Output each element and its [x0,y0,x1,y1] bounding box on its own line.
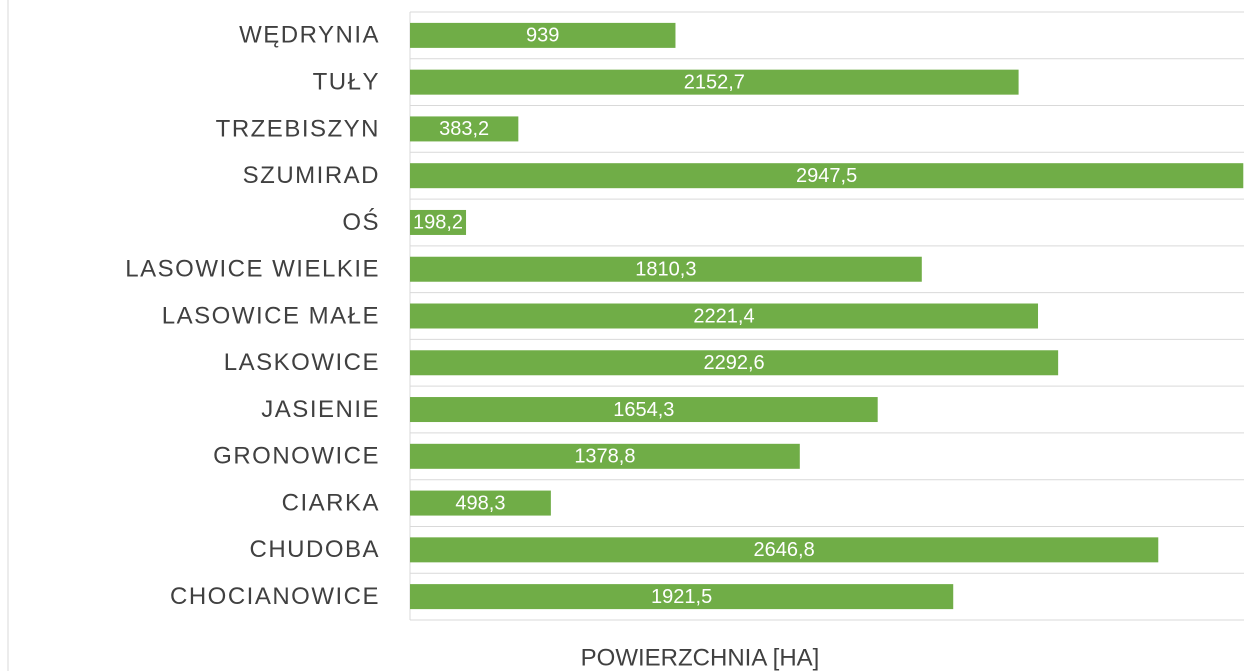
data-label: 2646,8 [754,539,815,561]
data-label: 2292,6 [703,352,764,374]
y-tick-label: TUŁY [313,68,380,95]
y-tick-label: CHUDOBA [249,536,380,563]
bar [410,443,800,469]
data-label: 2947,5 [796,165,857,187]
bar [410,116,519,142]
bar [410,303,1039,329]
data-label: 498,3 [455,492,505,514]
y-tick-label: OŚ [342,208,380,236]
data-label: 1654,3 [613,399,674,421]
y-tick-label: SZUMIRAD [243,162,380,189]
bar [410,584,954,610]
y-tick-label: LASOWICE MAŁE [162,302,380,329]
y-tick-label: GRONOWICE [213,443,380,470]
data-label: 1921,5 [651,586,712,608]
y-tick-label: JASIENIE [261,396,380,423]
data-label: 198,2 [413,212,463,234]
bar [410,350,1059,376]
bar [410,537,1159,563]
y-tick-label: CIARKA [282,489,380,516]
data-label: 383,2 [439,118,489,140]
bar [410,209,467,235]
y-tick-label: CHOCIANOWICE [170,583,380,610]
bar [410,397,878,423]
x-axis-label: POWIERZCHNIA [HA] [581,644,820,671]
bar [410,163,1244,189]
y-tick-label: LASKOWICE [224,349,380,376]
bar [410,69,1019,95]
y-tick-label: TRZEBISZYN [216,115,380,142]
data-label: 2221,4 [693,305,754,327]
y-tick-label: WĘDRYNIA [239,22,380,49]
data-label: 1810,3 [635,259,696,281]
data-label: 2152,7 [684,71,745,93]
y-tick-label: LASOWICE WIELKIE [125,256,380,283]
bar [410,490,551,516]
bar [410,22,676,48]
bar [410,256,922,282]
data-label: 1378,8 [574,446,635,468]
data-label: 939 [526,25,559,47]
